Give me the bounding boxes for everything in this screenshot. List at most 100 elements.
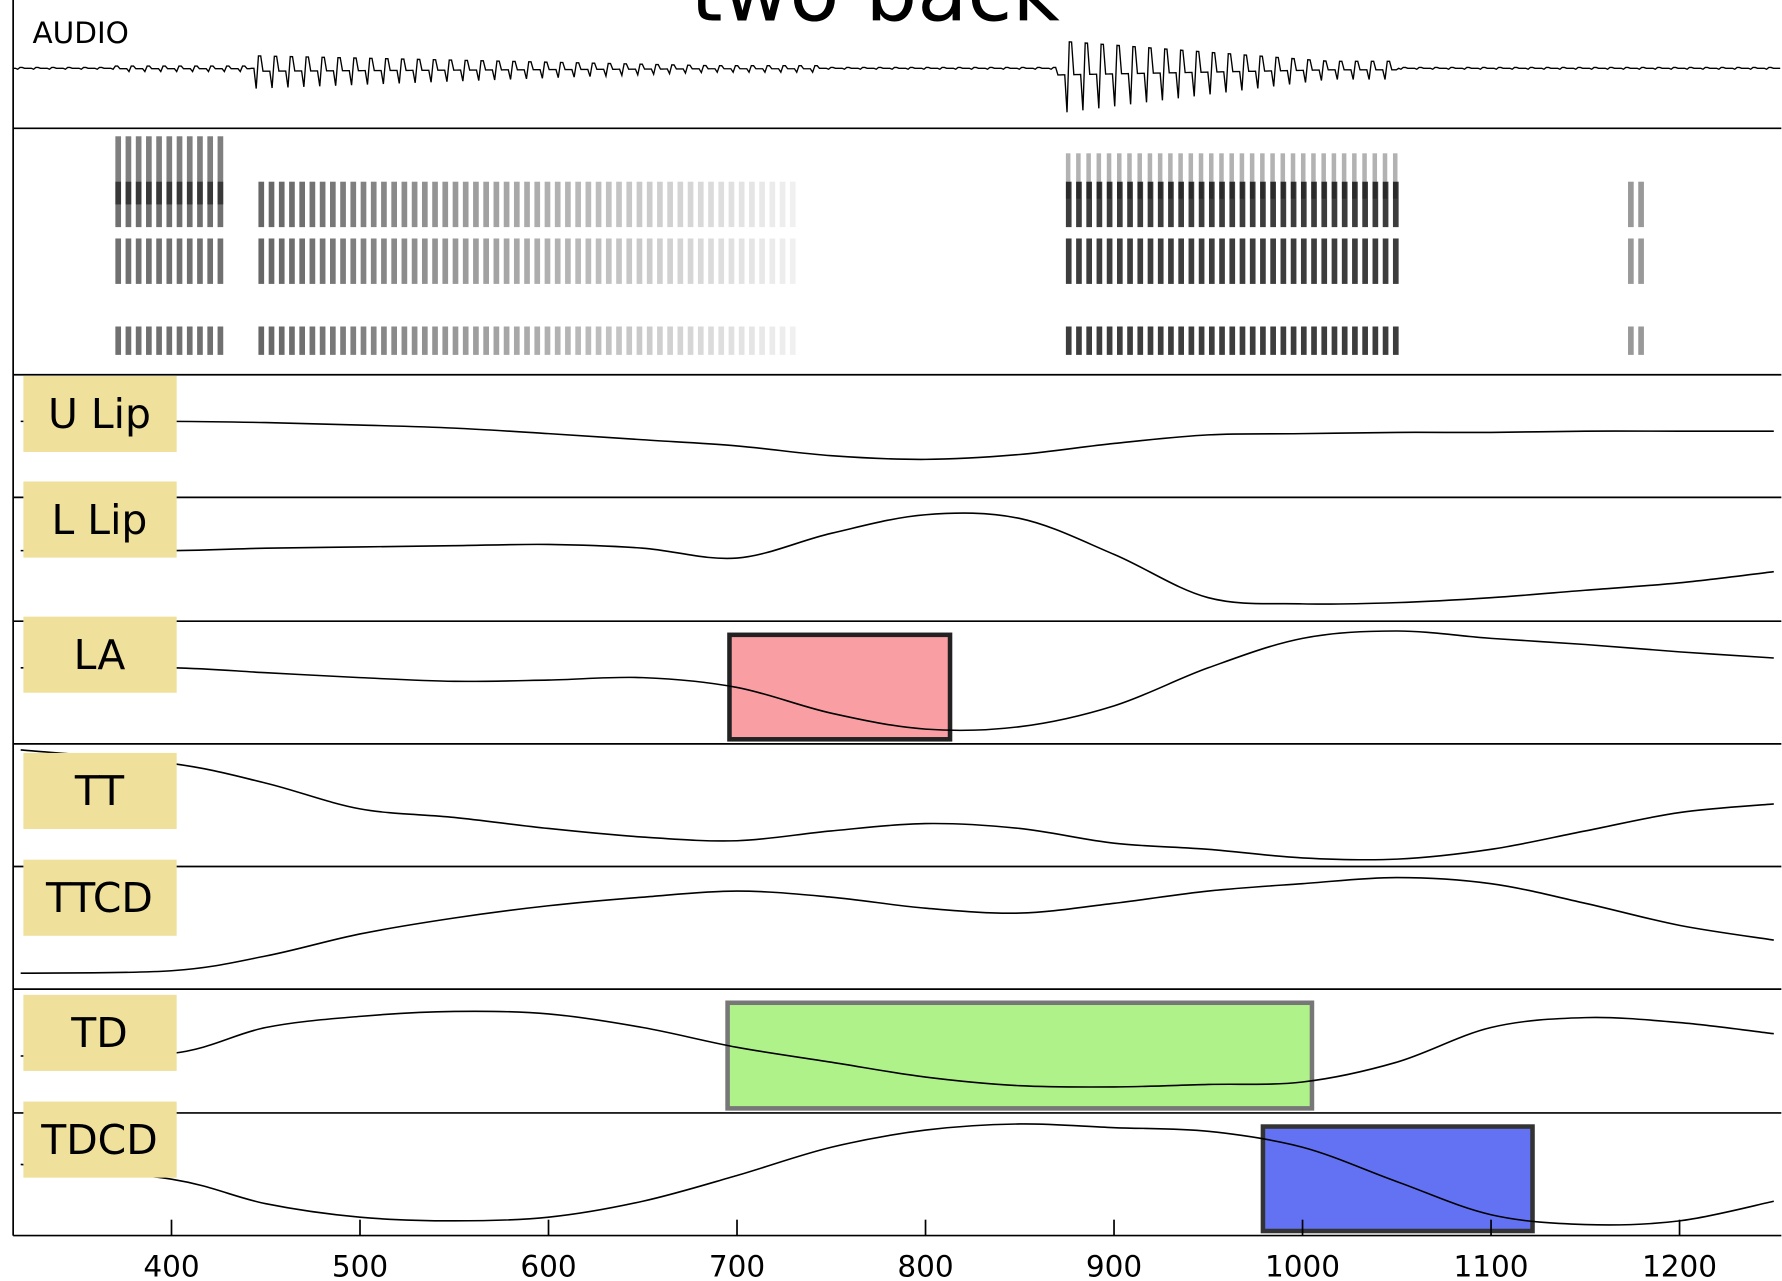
spectrogram-band <box>1321 238 1328 284</box>
spectrogram-band <box>473 326 479 355</box>
spectrogram-band <box>759 326 765 355</box>
spectrogram-band <box>135 326 142 355</box>
spectrogram-band <box>1137 181 1144 228</box>
spectrogram-band <box>268 238 275 284</box>
spectrogram-band <box>708 181 714 228</box>
spectrogram-band <box>1280 326 1287 355</box>
spectrogram-band <box>1290 153 1296 199</box>
spectrogram-band <box>381 181 387 228</box>
spectrogram-band <box>329 326 336 355</box>
spectrogram-band <box>1178 238 1184 284</box>
spectrogram-band <box>1208 326 1215 355</box>
spectrogram-band <box>309 326 316 355</box>
x-tick-label: 700 <box>709 1249 765 1281</box>
spectrogram-band <box>268 181 275 228</box>
spectrogram-band <box>125 238 132 284</box>
spectrogram-band <box>268 326 275 355</box>
spectrogram-band <box>718 238 725 284</box>
audio-label: AUDIO <box>32 16 128 50</box>
panel-label: TD <box>70 1009 127 1057</box>
spectrogram-band <box>401 326 408 355</box>
spectrogram-band <box>1372 238 1379 284</box>
spectrogram-band <box>1239 181 1246 228</box>
spectrogram-band <box>1147 181 1154 228</box>
spectrogram-band <box>1065 326 1072 355</box>
spectrogram-band <box>1638 181 1644 228</box>
spectrogram-band <box>1280 153 1286 199</box>
spectrogram-band <box>1076 326 1082 355</box>
spectrogram-band <box>1219 238 1225 284</box>
spectrogram-band <box>1198 181 1205 228</box>
spectrogram-band <box>749 326 755 355</box>
trajectory-line <box>20 749 1774 861</box>
spectrogram-band <box>1229 181 1236 228</box>
spectrogram-band <box>585 238 592 284</box>
spectrogram-band <box>667 238 673 284</box>
spectrogram-band <box>1147 153 1153 199</box>
spectrogram-band <box>197 326 203 355</box>
panel-label: TTCD <box>45 874 153 922</box>
spectrogram-band <box>166 238 173 284</box>
spectrogram-band <box>1076 153 1081 199</box>
spectrogram-band <box>217 238 224 284</box>
spectrogram-band <box>759 181 765 228</box>
spectrogram-band <box>1362 326 1368 355</box>
spectrogram-band <box>1076 238 1082 284</box>
spectrogram-band <box>697 326 704 355</box>
spectrogram-band <box>1116 326 1123 355</box>
spectrogram-band <box>166 326 173 355</box>
spectrogram-band <box>1096 238 1103 284</box>
spectrogram-band <box>1280 238 1287 284</box>
spectrogram-band <box>1188 181 1195 228</box>
spectrogram-band <box>115 326 122 355</box>
spectrogram-band <box>1208 153 1214 199</box>
spectrogram-band <box>667 181 673 228</box>
spectrogram-band <box>1086 238 1093 284</box>
spectrogram-band <box>769 181 776 228</box>
spectrogram-band <box>1270 238 1276 284</box>
spectrogram-band <box>1127 326 1133 355</box>
spectrogram-band <box>789 181 796 228</box>
spectrogram-band <box>1352 153 1357 199</box>
spectrogram-band <box>432 181 438 228</box>
legend-entry: LA <box>23 616 177 693</box>
spectrogram-band <box>1290 238 1297 284</box>
spectrogram-band <box>1229 326 1236 355</box>
spectrogram-band <box>595 326 602 355</box>
spectrogram-band <box>1168 153 1173 199</box>
spectrogram-band <box>1341 153 1347 199</box>
spectrogram-band <box>585 181 592 228</box>
spectrogram-band <box>350 181 357 228</box>
spectrogram-band <box>1147 238 1154 284</box>
spectrogram-band <box>299 238 306 284</box>
spectrogram-band <box>391 181 397 228</box>
legend-entry: L Lip <box>23 481 177 558</box>
spectrogram-band <box>1300 181 1307 228</box>
spectrogram-band <box>789 238 796 284</box>
panel-label: U Lip <box>48 390 151 438</box>
spectrogram-band <box>401 181 408 228</box>
spectrogram-band <box>258 326 265 355</box>
spectrogram-band <box>1260 153 1265 199</box>
panel-label: L Lip <box>52 496 148 544</box>
spectrogram-band <box>1096 153 1102 199</box>
spectrogram-band <box>483 326 489 355</box>
spectrogram-band <box>442 238 449 284</box>
spectrogram-band <box>565 326 571 355</box>
spectrogram-band <box>565 238 571 284</box>
spectrogram-band <box>1362 238 1368 284</box>
spectrogram-band <box>176 326 183 355</box>
spectrogram-band <box>1157 238 1164 284</box>
spectrogram-band <box>1249 181 1256 228</box>
spectrogram-band <box>197 136 203 205</box>
spectrogram-band <box>605 238 612 284</box>
spectrogram-band <box>278 181 285 228</box>
spectrogram-band <box>677 238 684 284</box>
spectrogram-band <box>657 238 663 284</box>
spectrogram-band <box>503 326 510 355</box>
spectrogram-band <box>605 181 612 228</box>
spectrogram-band <box>524 238 530 284</box>
spectrogram-band <box>1168 181 1174 228</box>
spectrogram-band <box>401 238 408 284</box>
spectrogram-band <box>1638 238 1644 284</box>
